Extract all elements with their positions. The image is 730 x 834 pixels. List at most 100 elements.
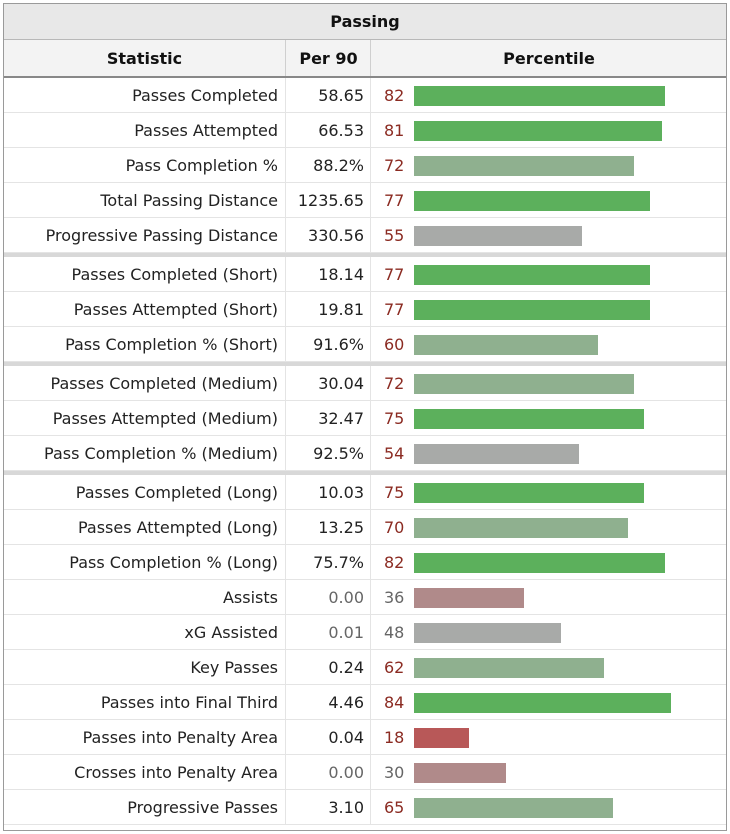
percentile-bar — [414, 623, 561, 643]
table-row: Passes Completed 58.65 82 — [4, 78, 726, 113]
table-row: Progressive Passes 3.10 65 — [4, 790, 726, 825]
table-row: Passes Completed (Short) 18.14 77 — [4, 253, 726, 292]
percentile-value: 77 — [370, 183, 410, 217]
statistic-name: Assists — [222, 587, 278, 607]
percentile-value: 84 — [370, 685, 410, 719]
statistic-name: Passes Attempted (Medium) — [52, 408, 278, 428]
percentile-value: 30 — [370, 755, 410, 789]
per-90-value: 0.00 — [285, 755, 370, 789]
percentile-bar — [414, 763, 506, 783]
percentile-bar — [414, 86, 665, 106]
table-row: Passes Attempted (Long) 13.25 70 — [4, 510, 726, 545]
percentile-bar — [414, 409, 644, 429]
header-per-90[interactable]: Per 90 — [285, 40, 371, 76]
percentile-bar — [414, 444, 579, 464]
statistic-name: Passes Completed (Medium) — [50, 373, 278, 393]
percentile-bar — [414, 798, 613, 818]
percentile-value: 82 — [370, 78, 410, 112]
table-row: Crosses into Penalty Area 0.00 30 — [4, 755, 726, 790]
percentile-value: 60 — [370, 327, 410, 361]
table-row: Key Passes 0.24 62 — [4, 650, 726, 685]
per-90-value: 32.47 — [285, 401, 370, 435]
percentile-value: 82 — [370, 545, 410, 579]
statistic-name: Key Passes — [190, 657, 278, 677]
percentile-bar — [414, 121, 662, 141]
percentile-value: 62 — [370, 650, 410, 684]
percentile-value: 75 — [370, 401, 410, 435]
percentile-bar — [414, 728, 469, 748]
per-90-value: 30.04 — [285, 366, 370, 400]
percentile-value: 54 — [370, 436, 410, 470]
table-row: Passes Attempted 66.53 81 — [4, 113, 726, 148]
header-percentile[interactable]: Percentile — [370, 40, 727, 76]
table-row: Passes Attempted (Medium) 32.47 75 — [4, 401, 726, 436]
table-header-row: Statistic Per 90 Percentile — [4, 40, 726, 78]
per-90-value: 0.00 — [285, 580, 370, 614]
percentile-value: 70 — [370, 510, 410, 544]
per-90-value: 0.24 — [285, 650, 370, 684]
table-row: Passes into Final Third 4.46 84 — [4, 685, 726, 720]
per-90-value: 88.2% — [285, 148, 370, 182]
per-90-value: 19.81 — [285, 292, 370, 326]
percentile-value: 77 — [370, 292, 410, 326]
percentile-bar — [414, 518, 628, 538]
table-row: Pass Completion % (Medium) 92.5% 54 — [4, 436, 726, 471]
statistic-name: Pass Completion % (Long) — [69, 552, 278, 572]
statistic-name: Passes Attempted — [134, 120, 278, 140]
table-row: Passes Attempted (Short) 19.81 77 — [4, 292, 726, 327]
per-90-value: 0.04 — [285, 720, 370, 754]
percentile-bar — [414, 265, 650, 285]
per-90-value: 75.7% — [285, 545, 370, 579]
statistic-name: xG Assisted — [184, 622, 278, 642]
table-row: Pass Completion % 88.2% 72 — [4, 148, 726, 183]
statistic-name: Passes Completed (Short) — [71, 264, 278, 284]
percentile-value: 72 — [370, 366, 410, 400]
per-90-value: 4.46 — [285, 685, 370, 719]
percentile-value: 77 — [370, 257, 410, 291]
statistic-name: Passes Attempted (Short) — [73, 299, 278, 319]
percentile-bar — [414, 335, 598, 355]
percentile-bar — [414, 693, 671, 713]
statistic-name: Pass Completion % — [125, 155, 278, 175]
per-90-value: 13.25 — [285, 510, 370, 544]
per-90-value: 3.10 — [285, 790, 370, 824]
table-row: Pass Completion % (Long) 75.7% 82 — [4, 545, 726, 580]
statistic-name: Total Passing Distance — [100, 190, 278, 210]
statistic-name: Passes Completed — [132, 85, 278, 105]
per-90-value: 1235.65 — [285, 183, 370, 217]
passing-table: Passing Statistic Per 90 Percentile Pass… — [3, 3, 727, 831]
percentile-bar — [414, 658, 604, 678]
statistic-name: Progressive Passing Distance — [45, 225, 278, 245]
header-statistic[interactable]: Statistic — [106, 48, 183, 68]
percentile-value: 18 — [370, 720, 410, 754]
table-row: Passes Completed (Long) 10.03 75 — [4, 471, 726, 510]
percentile-value: 75 — [370, 475, 410, 509]
percentile-bar — [414, 483, 644, 503]
table-row: Assists 0.00 36 — [4, 580, 726, 615]
percentile-bar — [414, 553, 665, 573]
statistic-name: Pass Completion % (Medium) — [44, 443, 278, 463]
statistic-name: Crosses into Penalty Area — [74, 762, 278, 782]
percentile-value: 65 — [370, 790, 410, 824]
percentile-value: 81 — [370, 113, 410, 147]
table-row: Passes Completed (Medium) 30.04 72 — [4, 362, 726, 401]
table-row: Pass Completion % (Short) 91.6% 60 — [4, 327, 726, 362]
per-90-value: 92.5% — [285, 436, 370, 470]
per-90-value: 58.65 — [285, 78, 370, 112]
statistic-name: Passes Completed (Long) — [75, 482, 278, 502]
percentile-value: 55 — [370, 218, 410, 252]
percentile-value: 72 — [370, 148, 410, 182]
per-90-value: 10.03 — [285, 475, 370, 509]
percentile-bar — [414, 156, 634, 176]
statistic-name: Passes into Final Third — [100, 692, 278, 712]
percentile-bar — [414, 226, 582, 246]
percentile-bar — [414, 374, 634, 394]
per-90-value: 330.56 — [285, 218, 370, 252]
statistic-name: Pass Completion % (Short) — [65, 334, 278, 354]
table-row: xG Assisted 0.01 48 — [4, 615, 726, 650]
statistic-name: Passes Attempted (Long) — [77, 517, 278, 537]
statistic-name: Progressive Passes — [127, 797, 278, 817]
percentile-bar — [414, 300, 650, 320]
table-row: Progressive Passing Distance 330.56 55 — [4, 218, 726, 253]
percentile-value: 48 — [370, 615, 410, 649]
